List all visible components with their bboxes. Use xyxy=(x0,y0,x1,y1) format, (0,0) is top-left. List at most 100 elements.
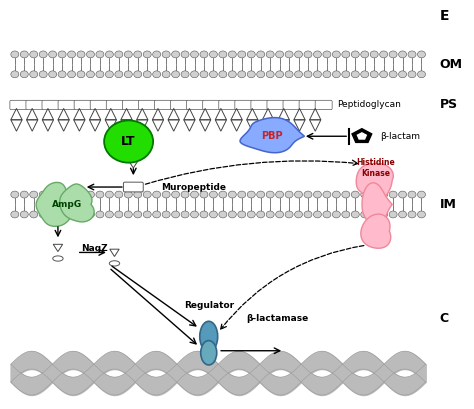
Circle shape xyxy=(257,191,264,198)
Circle shape xyxy=(124,71,132,78)
Circle shape xyxy=(285,191,293,198)
Polygon shape xyxy=(361,214,391,248)
Polygon shape xyxy=(357,133,366,139)
Circle shape xyxy=(124,191,132,198)
Circle shape xyxy=(408,211,416,218)
Circle shape xyxy=(275,211,283,218)
Circle shape xyxy=(351,51,359,58)
Circle shape xyxy=(275,51,283,58)
Polygon shape xyxy=(60,184,94,222)
Ellipse shape xyxy=(109,261,119,266)
Circle shape xyxy=(153,191,161,198)
FancyBboxPatch shape xyxy=(122,100,139,110)
Circle shape xyxy=(49,71,57,78)
Circle shape xyxy=(143,211,151,218)
Circle shape xyxy=(370,191,378,198)
Circle shape xyxy=(86,191,94,198)
Circle shape xyxy=(294,71,302,78)
FancyBboxPatch shape xyxy=(187,100,204,110)
Circle shape xyxy=(105,71,113,78)
Circle shape xyxy=(361,211,369,218)
Circle shape xyxy=(389,191,397,198)
Circle shape xyxy=(96,51,104,58)
FancyBboxPatch shape xyxy=(155,100,172,110)
Circle shape xyxy=(304,71,312,78)
Circle shape xyxy=(134,71,142,78)
FancyBboxPatch shape xyxy=(58,100,75,110)
Ellipse shape xyxy=(201,341,217,365)
Circle shape xyxy=(115,191,123,198)
FancyBboxPatch shape xyxy=(123,182,143,192)
Circle shape xyxy=(257,51,264,58)
Circle shape xyxy=(361,71,369,78)
Text: C: C xyxy=(439,312,449,325)
Circle shape xyxy=(49,51,57,58)
FancyBboxPatch shape xyxy=(74,100,91,110)
Circle shape xyxy=(380,51,388,58)
Circle shape xyxy=(77,191,85,198)
Circle shape xyxy=(162,191,170,198)
Circle shape xyxy=(257,71,264,78)
Circle shape xyxy=(380,71,388,78)
Circle shape xyxy=(153,71,161,78)
Circle shape xyxy=(323,211,331,218)
Ellipse shape xyxy=(200,321,218,352)
Circle shape xyxy=(11,51,19,58)
Circle shape xyxy=(418,71,426,78)
Circle shape xyxy=(399,51,407,58)
Circle shape xyxy=(58,211,66,218)
Circle shape xyxy=(162,51,170,58)
Circle shape xyxy=(210,51,218,58)
Circle shape xyxy=(304,191,312,198)
Circle shape xyxy=(342,211,350,218)
Circle shape xyxy=(399,191,407,198)
Circle shape xyxy=(96,211,104,218)
Circle shape xyxy=(162,211,170,218)
FancyBboxPatch shape xyxy=(235,100,252,110)
Circle shape xyxy=(77,51,85,58)
Circle shape xyxy=(219,211,227,218)
Ellipse shape xyxy=(53,256,63,261)
Circle shape xyxy=(153,51,161,58)
Circle shape xyxy=(49,191,57,198)
Circle shape xyxy=(134,211,142,218)
Circle shape xyxy=(342,71,350,78)
Text: E: E xyxy=(439,9,449,22)
Circle shape xyxy=(105,191,113,198)
Circle shape xyxy=(266,71,274,78)
Circle shape xyxy=(200,191,208,198)
Circle shape xyxy=(323,51,331,58)
Circle shape xyxy=(313,211,321,218)
Circle shape xyxy=(275,71,283,78)
Circle shape xyxy=(418,51,426,58)
Text: LT: LT xyxy=(121,135,136,148)
Circle shape xyxy=(266,51,274,58)
FancyBboxPatch shape xyxy=(106,100,123,110)
Text: PBP: PBP xyxy=(262,131,283,141)
Text: PS: PS xyxy=(439,99,458,112)
FancyBboxPatch shape xyxy=(90,100,107,110)
Circle shape xyxy=(228,51,237,58)
Text: Regulator: Regulator xyxy=(183,301,234,310)
Circle shape xyxy=(313,191,321,198)
Circle shape xyxy=(162,71,170,78)
FancyBboxPatch shape xyxy=(315,100,332,110)
Circle shape xyxy=(134,51,142,58)
Circle shape xyxy=(143,51,151,58)
Circle shape xyxy=(257,211,264,218)
Circle shape xyxy=(181,71,189,78)
Circle shape xyxy=(172,211,180,218)
FancyBboxPatch shape xyxy=(26,100,43,110)
Circle shape xyxy=(30,211,38,218)
Text: β-lactamase: β-lactamase xyxy=(246,314,309,323)
Circle shape xyxy=(200,51,208,58)
Circle shape xyxy=(86,51,94,58)
Text: β-lactam: β-lactam xyxy=(380,132,420,141)
Circle shape xyxy=(11,191,19,198)
Polygon shape xyxy=(356,164,393,198)
Circle shape xyxy=(275,191,283,198)
Circle shape xyxy=(399,71,407,78)
Circle shape xyxy=(30,71,38,78)
Circle shape xyxy=(30,191,38,198)
Circle shape xyxy=(191,191,199,198)
